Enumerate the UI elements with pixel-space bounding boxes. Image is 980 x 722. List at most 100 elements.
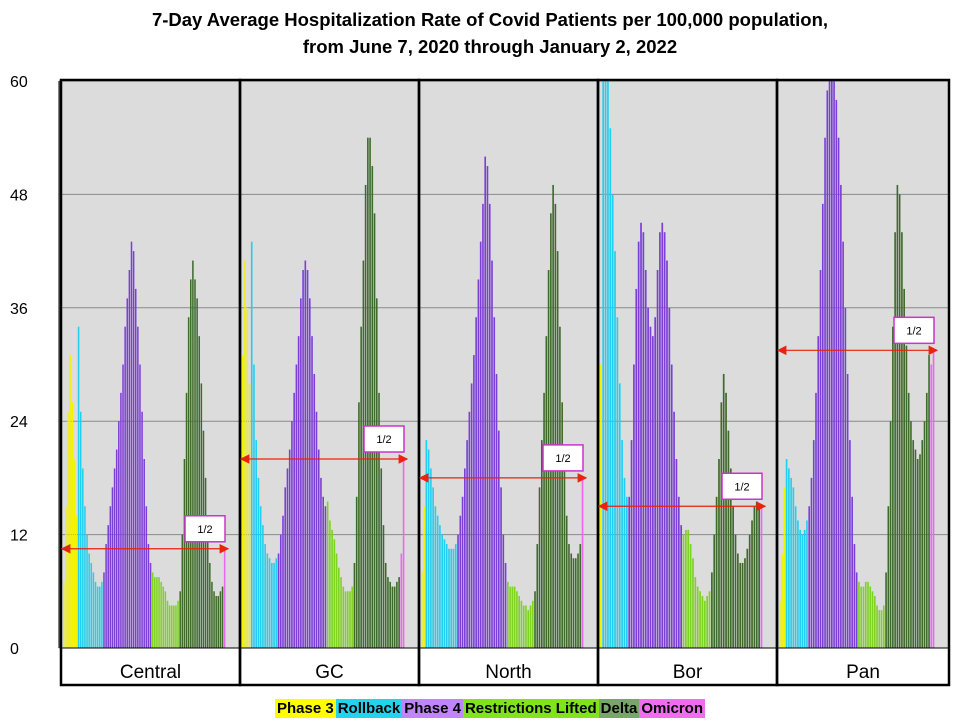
bar-rollback [86,534,88,648]
legend-omicron: Omicron [639,699,706,718]
bar-delta [914,449,917,648]
bar-phase4 [311,336,313,648]
bar-delta [364,184,367,648]
legend-restrictions-lifted: Restrictions Lifted [462,699,599,718]
bar-phase4 [470,383,473,648]
bar-delta [554,203,557,648]
bar-phase4 [286,468,289,648]
bar-delta [923,421,926,648]
bar-lifted [858,581,860,648]
bar-delta [353,562,356,648]
bar-delta [362,260,365,648]
bar-delta [217,596,220,648]
bar-delta [211,581,213,648]
bar-rollback [273,562,275,648]
bar-delta [905,345,908,648]
bar-phase4 [630,440,633,648]
bar-lifted [509,586,511,648]
bar-phase4 [831,81,833,648]
bar-delta [741,562,744,648]
bar-phase4 [113,468,116,648]
bar-delta [720,402,723,648]
bar-phase4 [122,364,124,648]
bar-rollback [271,562,273,648]
bars [63,81,935,649]
bar-delta [577,553,579,648]
bar-delta [921,440,924,648]
bar-lifted [703,600,706,648]
bar-lifted [529,605,532,648]
bar-delta [894,232,896,648]
y-tick-label: 36 [10,301,28,318]
bar-phase3 [779,600,781,648]
bar-lifted [696,586,699,648]
bar-rollback [799,529,801,649]
bar-phase4 [666,260,668,648]
bar-phase4 [141,411,143,648]
half-label-box [893,316,935,345]
bar-rollback [792,487,795,648]
bar-delta [901,232,903,648]
bar-delta [729,468,732,648]
bar-phase3 [69,355,71,648]
bar-lifted [869,586,872,648]
bar-lifted [342,586,345,648]
bar-phase3 [71,402,73,648]
bar-lifted [162,586,165,648]
bar-phase4 [317,449,320,648]
bar-delta [550,213,552,649]
bar-delta [221,586,224,648]
bar-delta [360,326,362,648]
bar-phase3 [423,506,425,648]
bar-phase4 [322,496,324,648]
bar-phase4 [851,496,853,648]
bar-lifted [164,591,167,648]
bar-lifted [518,596,520,648]
bar-delta [718,459,720,648]
bar-delta [545,336,548,648]
bar-phase4 [107,525,109,648]
bar-lifted [701,596,704,648]
bar-phase4 [637,241,640,648]
bar-rollback [604,81,607,648]
bar-phase4 [143,459,145,648]
bar-phase4 [461,496,464,648]
bar-phase4 [842,241,844,648]
bar-phase4 [826,90,829,648]
bar-phase4 [493,317,496,648]
bar-rollback [84,506,86,648]
bar-delta [732,506,734,648]
bar-phase4 [111,487,114,648]
bar-delta [572,558,575,648]
y-axis: 0 12 24 36 48 60 [10,74,60,658]
bar-phase4 [491,260,493,648]
bar-phase4 [833,81,835,648]
bar-phase4 [654,317,657,648]
bar-rollback [803,529,806,649]
bar-phase4 [835,99,838,648]
bar-lifted [151,572,154,648]
bar-delta [753,506,756,648]
bar-lifted [166,600,169,648]
y-tick-label: 48 [10,187,28,204]
bar-phase4 [640,222,642,648]
bar-lifted [692,558,694,648]
bar-rollback [88,553,90,648]
bar-phase4 [130,241,133,648]
bar-delta [215,596,217,648]
bar-phase4 [828,81,831,648]
bar-rollback [94,581,97,648]
bar-delta [568,544,570,648]
bar-lifted [525,605,527,648]
bar-rollback [255,440,258,648]
bar-phase4 [105,544,107,648]
bar-delta [892,326,894,648]
bar-phase4 [126,298,129,648]
bar-phase3 [244,260,246,648]
bar-rollback [797,520,799,648]
bar-phase4 [147,544,150,648]
bar-rollback [259,506,262,648]
bar-delta [748,534,751,648]
bar-rollback [454,544,457,648]
bar-delta [896,184,899,648]
